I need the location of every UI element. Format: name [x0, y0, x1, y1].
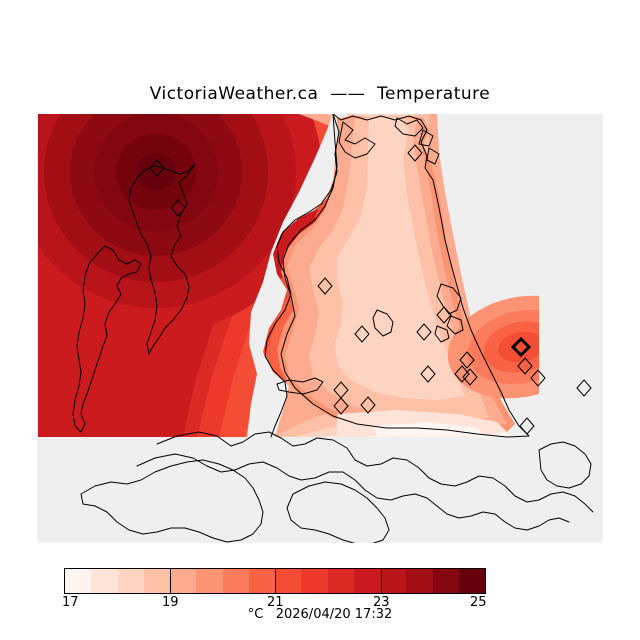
north-islet-detail — [418, 129, 434, 147]
south-island-outline-2 — [286, 481, 390, 543]
colorbar-tick-label-23: 23 — [373, 595, 390, 610]
north-bay-detail — [338, 121, 376, 159]
colorbar-tick-label-19: 19 — [162, 595, 179, 610]
land-fill-overlay — [37, 114, 603, 543]
station-markers[interactable] — [149, 144, 592, 435]
inland-lake-a — [436, 283, 462, 315]
colorbar-tick-label-25: 25 — [470, 595, 487, 610]
ne-landmass-fill-cool — [335, 118, 465, 400]
south-coolest-overlay — [373, 422, 485, 437]
island-outline-north — [128, 163, 196, 355]
inland-lake-d — [434, 325, 450, 343]
south-coastline-north-side — [156, 431, 594, 513]
inland-lake-c — [372, 309, 394, 337]
colorbar-tick-label-21: 21 — [267, 595, 284, 610]
map-panel[interactable] — [37, 114, 603, 543]
coastlines — [72, 114, 594, 543]
station-marker[interactable] — [420, 365, 436, 383]
colorbar-major-tick-21 — [275, 568, 276, 594]
colorbar: 17 19 21 23 25 — [62, 568, 487, 610]
station-marker[interactable] — [416, 323, 432, 341]
colorbar-swatch-12 — [380, 569, 407, 593]
colorbar-swatch-8 — [275, 569, 302, 593]
west-coastline — [264, 114, 340, 438]
north-islet-detail-2 — [426, 147, 440, 165]
colorbar-swatch-6 — [222, 569, 249, 593]
no-data-gap-central — [247, 114, 347, 437]
station-marker[interactable] — [149, 159, 165, 177]
colorbar-swatch-13 — [406, 569, 433, 593]
colorbar-swatch-5 — [196, 569, 223, 593]
colorbar-swatch-3 — [143, 569, 170, 593]
station-marker[interactable] — [333, 397, 349, 415]
station-marker-highlighted[interactable] — [510, 336, 532, 358]
colorbar-major-tick-23 — [381, 568, 382, 594]
colorbar-caption: °C 2026/04/20 17:32 — [247, 607, 393, 622]
colorbar-swatch-9 — [301, 569, 328, 593]
station-marker[interactable] — [454, 365, 470, 383]
colorbar-swatch-7 — [248, 569, 275, 593]
colorbar-swatch-2 — [117, 569, 144, 593]
colorbar-major-tick-19 — [170, 568, 171, 594]
station-marker[interactable] — [354, 325, 370, 343]
page-title: VictoriaWeather.ca —— Temperature — [149, 84, 491, 104]
colorbar-tick-label-17: 17 — [62, 595, 79, 610]
south-island-outline — [80, 459, 264, 543]
colorbar-swatch-15 — [458, 569, 485, 593]
east-island-outline — [538, 441, 592, 489]
station-marker[interactable] — [462, 368, 478, 386]
south-coastline-south-side — [136, 453, 570, 531]
inland-lake-b — [446, 315, 464, 335]
island-outline-south — [72, 245, 142, 433]
station-marker[interactable] — [519, 417, 535, 435]
station-marker[interactable] — [317, 277, 333, 295]
north-peninsula-detail — [394, 117, 424, 137]
colorbar-swatch-4 — [170, 569, 197, 593]
station-marker[interactable] — [360, 396, 376, 414]
colorbar-swatch-11 — [353, 569, 380, 593]
station-marker[interactable] — [436, 306, 452, 324]
station-marker[interactable] — [576, 379, 592, 397]
colorbar-swatch-1 — [91, 569, 118, 593]
colorbar-swatch-10 — [327, 569, 354, 593]
colorbar-swatch-0 — [65, 569, 92, 593]
contour-ring-25 — [136, 153, 176, 191]
temperature-map[interactable] — [37, 114, 603, 543]
station-marker[interactable] — [459, 351, 475, 369]
station-marker[interactable] — [517, 357, 533, 375]
station-marker[interactable] — [530, 369, 546, 387]
colorbar-swatch-14 — [432, 569, 459, 593]
strait-outline — [276, 377, 324, 395]
station-marker[interactable] — [170, 199, 186, 217]
station-marker[interactable] — [407, 144, 423, 162]
